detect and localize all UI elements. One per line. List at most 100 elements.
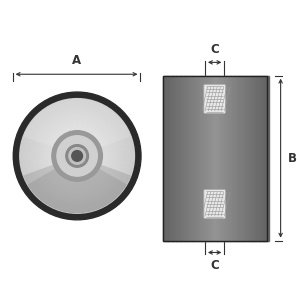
Bar	[167, 76, 169, 241]
Bar	[196, 76, 198, 241]
Circle shape	[58, 137, 96, 175]
Bar	[172, 76, 174, 241]
Bar	[242, 76, 244, 241]
Circle shape	[70, 149, 84, 163]
Bar	[221, 76, 223, 241]
Bar	[184, 76, 186, 241]
Bar	[260, 76, 261, 241]
Bar	[163, 76, 267, 241]
Bar	[263, 76, 265, 241]
Bar	[199, 76, 200, 241]
Bar	[178, 76, 179, 241]
Bar	[197, 76, 199, 241]
Circle shape	[21, 100, 134, 212]
Bar	[209, 76, 211, 241]
Circle shape	[13, 92, 141, 220]
Bar	[238, 76, 240, 241]
Circle shape	[64, 142, 91, 169]
Bar	[240, 76, 241, 241]
Bar	[182, 76, 183, 241]
Bar	[200, 76, 202, 241]
Circle shape	[51, 130, 103, 182]
Circle shape	[46, 125, 108, 187]
Text: A: A	[72, 54, 81, 67]
Circle shape	[50, 128, 105, 184]
Circle shape	[62, 141, 92, 171]
Bar	[176, 76, 178, 241]
Bar	[251, 76, 253, 241]
Bar	[257, 76, 258, 241]
Bar	[246, 76, 248, 241]
Bar	[204, 76, 206, 241]
Bar	[213, 76, 215, 241]
Bar	[163, 76, 165, 241]
Circle shape	[54, 133, 100, 179]
Bar	[233, 76, 235, 241]
Bar	[225, 76, 227, 241]
Text: C: C	[210, 259, 219, 272]
Bar	[174, 76, 176, 241]
Wedge shape	[23, 99, 131, 156]
Bar	[166, 76, 167, 241]
Circle shape	[26, 105, 128, 207]
Bar	[249, 76, 250, 241]
Circle shape	[42, 121, 112, 191]
Bar	[216, 76, 218, 241]
Bar	[180, 76, 182, 241]
Bar	[254, 76, 256, 241]
Bar	[229, 76, 231, 241]
Circle shape	[31, 110, 123, 202]
Circle shape	[36, 115, 118, 197]
Circle shape	[24, 102, 130, 209]
Circle shape	[44, 122, 111, 189]
Bar	[228, 76, 230, 241]
Bar	[266, 76, 268, 241]
Bar	[217, 76, 219, 241]
Text: C: C	[210, 43, 219, 56]
Circle shape	[28, 106, 127, 206]
Circle shape	[43, 122, 112, 190]
Bar	[211, 76, 212, 241]
Bar	[224, 76, 225, 241]
Wedge shape	[23, 156, 131, 213]
Circle shape	[74, 153, 80, 159]
Circle shape	[23, 101, 132, 210]
Bar	[186, 76, 187, 241]
Bar	[220, 76, 221, 241]
FancyBboxPatch shape	[204, 84, 226, 113]
Circle shape	[53, 132, 101, 180]
Circle shape	[20, 99, 134, 213]
Circle shape	[46, 124, 109, 188]
Bar	[188, 76, 190, 241]
Circle shape	[72, 151, 83, 161]
Circle shape	[34, 113, 120, 199]
Circle shape	[68, 147, 86, 164]
Bar	[253, 76, 254, 241]
Circle shape	[33, 112, 121, 200]
Circle shape	[25, 103, 130, 208]
Circle shape	[39, 118, 116, 194]
Bar	[232, 76, 233, 241]
Circle shape	[37, 116, 117, 196]
Bar	[236, 76, 237, 241]
Circle shape	[45, 124, 110, 188]
Circle shape	[29, 108, 125, 204]
Circle shape	[57, 136, 97, 176]
Bar	[223, 76, 224, 241]
Bar	[169, 76, 170, 241]
Bar	[230, 76, 232, 241]
Circle shape	[70, 148, 85, 164]
Circle shape	[76, 155, 78, 157]
Circle shape	[72, 151, 82, 161]
Circle shape	[22, 100, 133, 212]
Bar	[219, 76, 220, 241]
Bar	[265, 76, 266, 241]
Bar	[255, 76, 257, 241]
Circle shape	[69, 148, 86, 164]
Bar	[207, 76, 208, 241]
Bar	[171, 76, 173, 241]
Circle shape	[55, 134, 99, 178]
Circle shape	[28, 107, 126, 205]
Circle shape	[49, 127, 106, 184]
Bar	[183, 76, 184, 241]
